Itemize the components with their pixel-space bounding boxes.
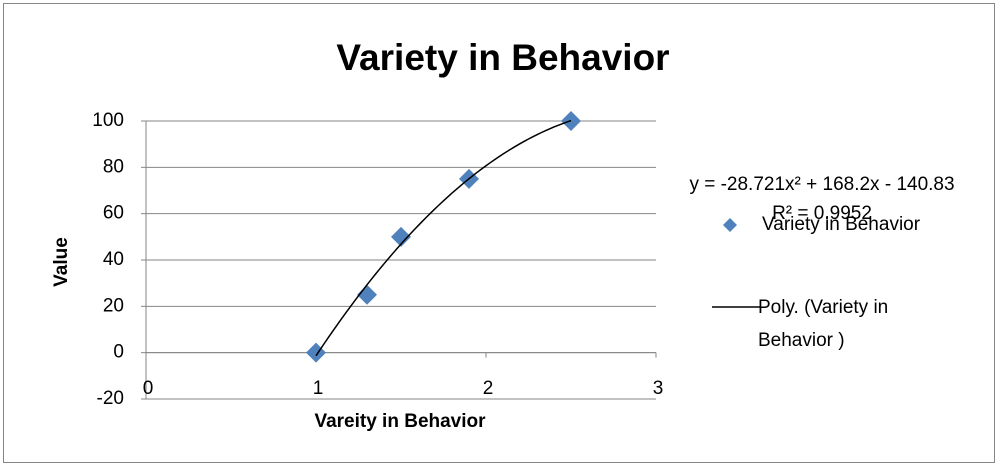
y-tick-label: 60 bbox=[103, 203, 124, 224]
legend-trend-label: Poly. (Variety in Behavior ) bbox=[758, 297, 889, 351]
x-tick-label: 0 bbox=[143, 378, 154, 399]
chart-title: Variety in Behavior bbox=[336, 37, 669, 78]
y-tick-label: -20 bbox=[97, 388, 124, 409]
trendline bbox=[315, 119, 572, 357]
x-tick-label: 3 bbox=[653, 378, 664, 399]
scatter-point bbox=[357, 284, 377, 305]
y-axis-title: Value bbox=[51, 237, 72, 287]
y-tick-label: 0 bbox=[113, 342, 124, 363]
y-tick-label: 80 bbox=[103, 156, 124, 177]
y-tick-label: 40 bbox=[103, 249, 124, 270]
scatter-point bbox=[391, 226, 411, 247]
x-tick-label: 2 bbox=[483, 378, 494, 399]
trendline-equation: y = -28.721x² + 168.2x - 140.83 bbox=[689, 174, 954, 195]
legend-marker bbox=[723, 218, 737, 232]
chart-border bbox=[3, 3, 995, 463]
trendline-r-squared: R² = 0.9952 bbox=[772, 203, 872, 224]
legend-label: Variety in Behavior bbox=[762, 214, 921, 235]
x-axis-title: Vareity in Behavior bbox=[314, 411, 486, 432]
legend-trend-box: Poly. (Variety in Behavior ) bbox=[758, 297, 889, 351]
y-tick-label: 20 bbox=[103, 295, 124, 316]
x-tick-label: 1 bbox=[313, 378, 324, 399]
y-tick-label: 100 bbox=[92, 110, 124, 131]
